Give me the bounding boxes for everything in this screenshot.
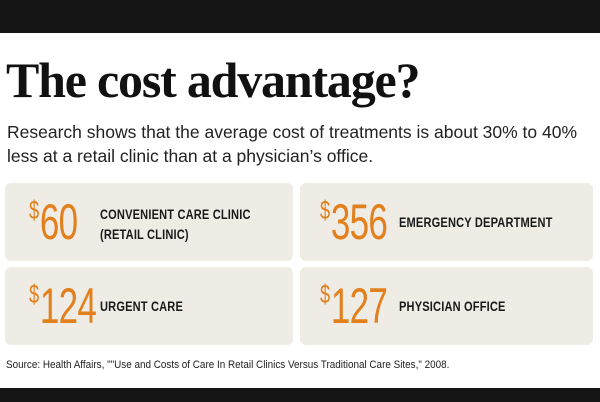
- category-label-line: CONVENIENT CARE CLINIC: [100, 207, 251, 222]
- price-value: 356: [330, 194, 388, 250]
- cost-card-emergency-department: $356 EMERGENCY DEPARTMENT: [300, 183, 593, 261]
- page-title: The cost advantage?: [6, 52, 421, 108]
- category-label: EMERGENCY DEPARTMENT: [399, 213, 553, 233]
- category-label: PHYSICIAN OFFICE: [399, 297, 506, 317]
- bottom-bar: [0, 388, 600, 402]
- price: $356: [320, 194, 388, 250]
- category-label: CONVENIENT CARE CLINIC (RETAIL CLINIC): [100, 205, 251, 245]
- currency-symbol: $: [29, 279, 40, 309]
- category-label-line: (RETAIL CLINIC): [100, 227, 189, 242]
- price: $60: [29, 194, 78, 250]
- cost-card-retail-clinic: $60 CONVENIENT CARE CLINIC (RETAIL CLINI…: [5, 183, 293, 261]
- currency-symbol: $: [320, 279, 331, 309]
- price: $124: [29, 278, 97, 334]
- category-label-line: EMERGENCY DEPARTMENT: [399, 215, 553, 230]
- source-note: Source: Health Affairs, ""Use and Costs …: [6, 359, 450, 371]
- price-value: 127: [330, 278, 388, 334]
- price-value: 124: [39, 278, 97, 334]
- cost-card-physician-office: $127 PHYSICIAN OFFICE: [300, 267, 593, 345]
- category-label-line: PHYSICIAN OFFICE: [399, 299, 506, 314]
- subtitle: Research shows that the average cost of …: [7, 122, 578, 166]
- price-value: 60: [39, 194, 78, 250]
- price: $127: [320, 278, 388, 334]
- currency-symbol: $: [29, 195, 40, 225]
- category-label: URGENT CARE: [100, 297, 183, 317]
- currency-symbol: $: [320, 195, 331, 225]
- category-label-line: URGENT CARE: [100, 299, 183, 314]
- top-bar: [0, 0, 600, 33]
- cost-card-urgent-care: $124 URGENT CARE: [5, 267, 293, 345]
